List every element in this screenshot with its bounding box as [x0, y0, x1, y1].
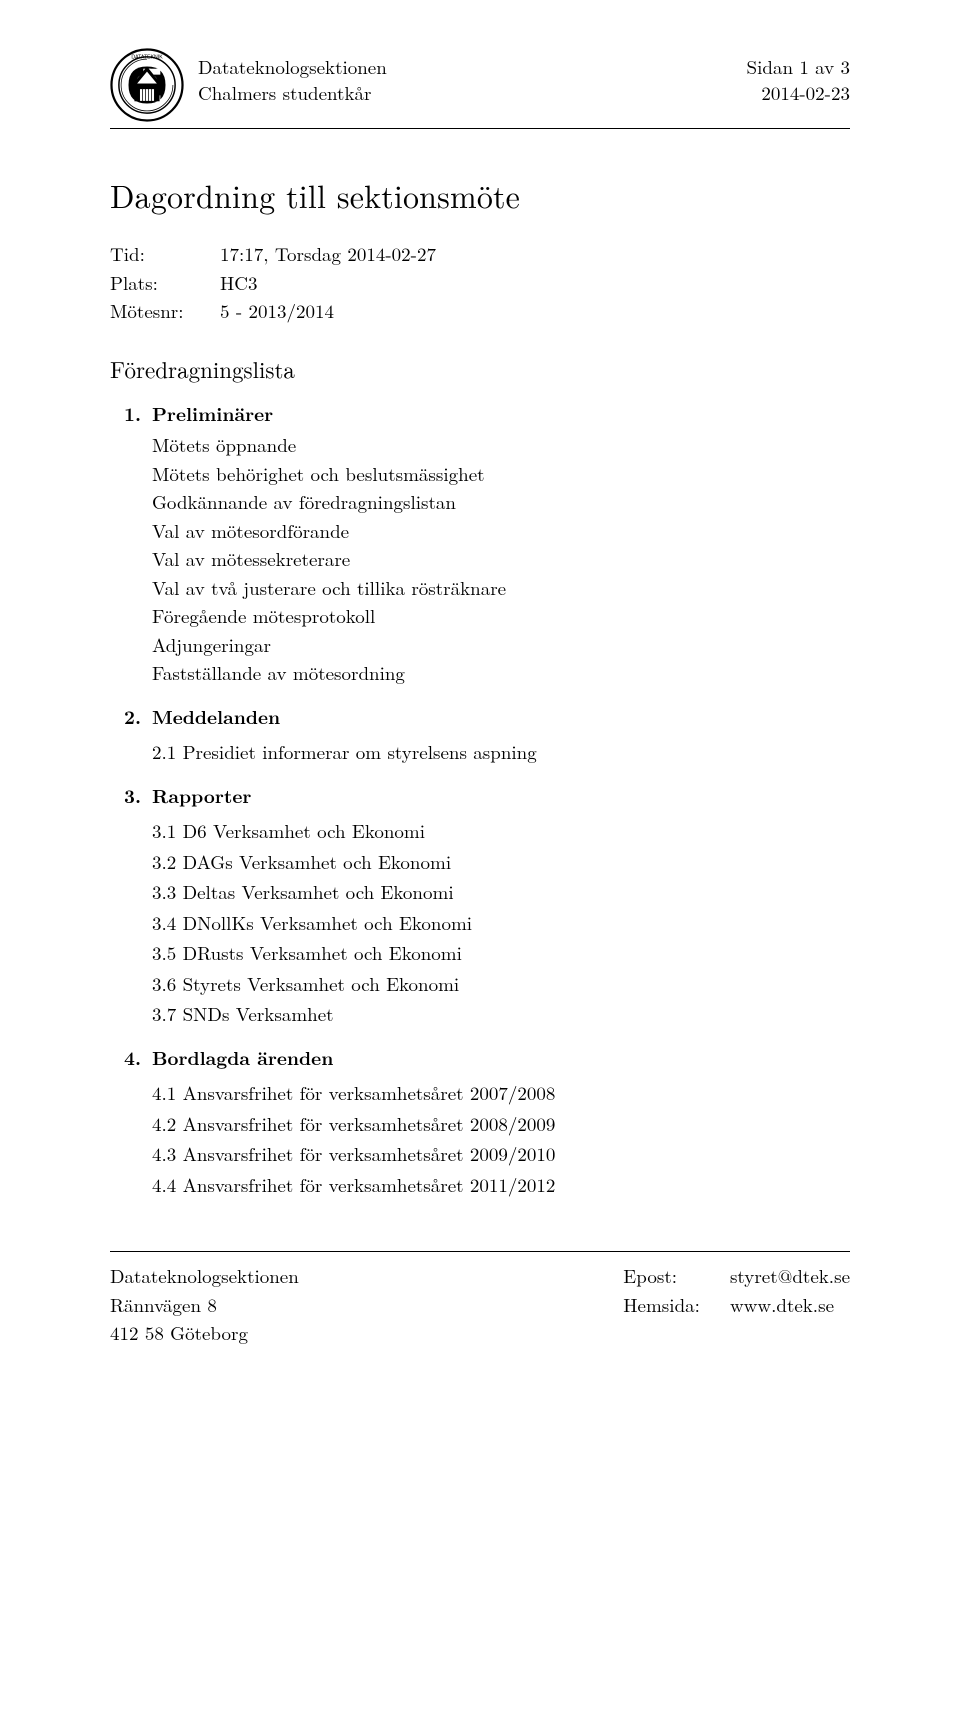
- agenda-item: Preliminärer Mötets öppnande Mötets behö…: [110, 399, 850, 688]
- agenda-line: Fastställande av mötesordning: [152, 659, 850, 688]
- page: DATATEKNIK Datateknologsektionen Chalmer…: [0, 0, 960, 1388]
- page-title: Dagordning till sektionsmöte: [110, 173, 850, 218]
- meta-row-plats: Plats: HC3: [110, 269, 850, 298]
- header-text: Datateknologsektionen Chalmers studentkå…: [198, 48, 850, 105]
- agenda-line: Mötets behörighet och beslutsmässighet: [152, 460, 850, 489]
- footer-contact: Epost: Hemsida: styret@dtek.se www.dtek.…: [623, 1262, 850, 1348]
- meta-label: Mötesnr:: [110, 297, 220, 326]
- footer-web: www.dtek.se: [730, 1291, 850, 1320]
- dtek-logo-icon: DATATEKNIK: [110, 48, 184, 122]
- meta-label: Tid:: [110, 240, 220, 269]
- agenda-subitem: 3.5 DRusts Verksamhet och Ekonomi: [152, 939, 850, 968]
- agenda-subitem: 3.3 Deltas Verksamhet och Ekonomi: [152, 878, 850, 907]
- meta-value: 5 - 2013/2014: [220, 297, 334, 326]
- footer-email: styret@dtek.se: [730, 1262, 850, 1291]
- footer-address: Datateknologsektionen Rännvägen 8 412 58…: [110, 1262, 299, 1348]
- agenda-line: Val av två justerare och tillika rösträk…: [152, 574, 850, 603]
- page-header: DATATEKNIK Datateknologsektionen Chalmer…: [110, 48, 850, 129]
- agenda-item: Bordlagda ärenden 4.1 Ansvarsfrihet för …: [110, 1043, 850, 1200]
- agenda-head: Preliminärer: [152, 399, 850, 428]
- header-date: 2014-02-23: [747, 80, 850, 106]
- agenda-list: Preliminärer Mötets öppnande Mötets behö…: [110, 399, 850, 1200]
- header-org: Datateknologsektionen: [198, 54, 387, 80]
- agenda-head: Rapporter: [152, 781, 850, 810]
- agenda-line: Val av mötessekreterare: [152, 545, 850, 574]
- footer-web-label: Hemsida:: [623, 1291, 700, 1320]
- agenda-lines: Mötets öppnande Mötets behörighet och be…: [152, 431, 850, 688]
- agenda-subitems: 3.1 D6 Verksamhet och Ekonomi 3.2 DAGs V…: [152, 817, 850, 1029]
- meta-row-tid: Tid: 17:17, Torsdag 2014-02-27: [110, 240, 850, 269]
- agenda-item: Rapporter 3.1 D6 Verksamhet och Ekonomi …: [110, 781, 850, 1029]
- agenda-item: Meddelanden 2.1 Presidiet informerar om …: [110, 702, 850, 767]
- agenda-head: Meddelanden: [152, 702, 850, 731]
- header-right: Sidan 1 av 3 2014-02-23: [747, 54, 850, 105]
- meta-row-motesnr: Mötesnr: 5 - 2013/2014: [110, 297, 850, 326]
- agenda-line: Mötets öppnande: [152, 431, 850, 460]
- agenda-subitem: 4.4 Ansvarsfrihet för verksamhetsåret 20…: [152, 1171, 850, 1200]
- footer-email-label: Epost:: [623, 1262, 700, 1291]
- agenda-line: Adjungeringar: [152, 631, 850, 660]
- agenda-subitem: 3.4 DNollKs Verksamhet och Ekonomi: [152, 909, 850, 938]
- header-suborg: Chalmers studentkår: [198, 80, 387, 106]
- meeting-meta: Tid: 17:17, Torsdag 2014-02-27 Plats: HC…: [110, 240, 850, 326]
- agenda-subitem: 4.1 Ansvarsfrihet för verksamhetsåret 20…: [152, 1079, 850, 1108]
- agenda-line: Godkännande av föredragningslistan: [152, 488, 850, 517]
- agenda-subitem: 3.1 D6 Verksamhet och Ekonomi: [152, 817, 850, 846]
- meta-value: 17:17, Torsdag 2014-02-27: [220, 240, 436, 269]
- footer-contact-labels: Epost: Hemsida:: [623, 1262, 700, 1348]
- page-footer: Datateknologsektionen Rännvägen 8 412 58…: [110, 1251, 850, 1348]
- agenda-subitem: 3.7 SNDs Verksamhet: [152, 1000, 850, 1029]
- meta-value: HC3: [220, 269, 257, 298]
- agenda-subitems: 2.1 Presidiet informerar om styrelsens a…: [152, 738, 850, 767]
- agenda-subitems: 4.1 Ansvarsfrihet för verksamhetsåret 20…: [152, 1079, 850, 1199]
- header-page: Sidan 1 av 3: [747, 54, 850, 80]
- agenda-subitem: 3.6 Styrets Verksamhet och Ekonomi: [152, 970, 850, 999]
- svg-text:DATATEKNIK: DATATEKNIK: [131, 54, 163, 60]
- section-heading: Föredragningslista: [110, 352, 850, 385]
- footer-addr2: 412 58 Göteborg: [110, 1319, 299, 1348]
- footer-contact-values: styret@dtek.se www.dtek.se: [730, 1262, 850, 1348]
- agenda-head: Bordlagda ärenden: [152, 1043, 850, 1072]
- agenda-line: Föregående mötesprotokoll: [152, 602, 850, 631]
- footer-org: Datateknologsektionen: [110, 1262, 299, 1291]
- agenda-line: Val av mötesordförande: [152, 517, 850, 546]
- meta-label: Plats:: [110, 269, 220, 298]
- agenda-subitem: 2.1 Presidiet informerar om styrelsens a…: [152, 738, 850, 767]
- agenda-subitem: 4.3 Ansvarsfrihet för verksamhetsåret 20…: [152, 1140, 850, 1169]
- header-left: Datateknologsektionen Chalmers studentkå…: [198, 54, 387, 105]
- agenda-subitem: 3.2 DAGs Verksamhet och Ekonomi: [152, 848, 850, 877]
- footer-addr1: Rännvägen 8: [110, 1291, 299, 1320]
- agenda-subitem: 4.2 Ansvarsfrihet för verksamhetsåret 20…: [152, 1110, 850, 1139]
